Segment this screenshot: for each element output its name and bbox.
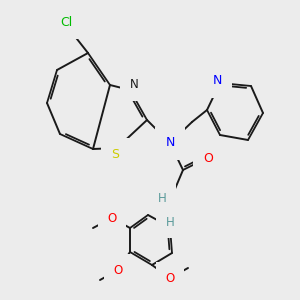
Text: O: O	[203, 152, 213, 164]
Text: Cl: Cl	[60, 16, 72, 28]
Text: N: N	[212, 74, 222, 88]
Text: O: O	[113, 263, 123, 277]
Text: S: S	[111, 148, 119, 160]
Text: O: O	[165, 272, 175, 284]
Text: H: H	[158, 191, 166, 205]
Text: O: O	[107, 212, 117, 224]
Text: N: N	[130, 79, 138, 92]
Text: N: N	[165, 136, 175, 149]
Text: H: H	[166, 215, 174, 229]
